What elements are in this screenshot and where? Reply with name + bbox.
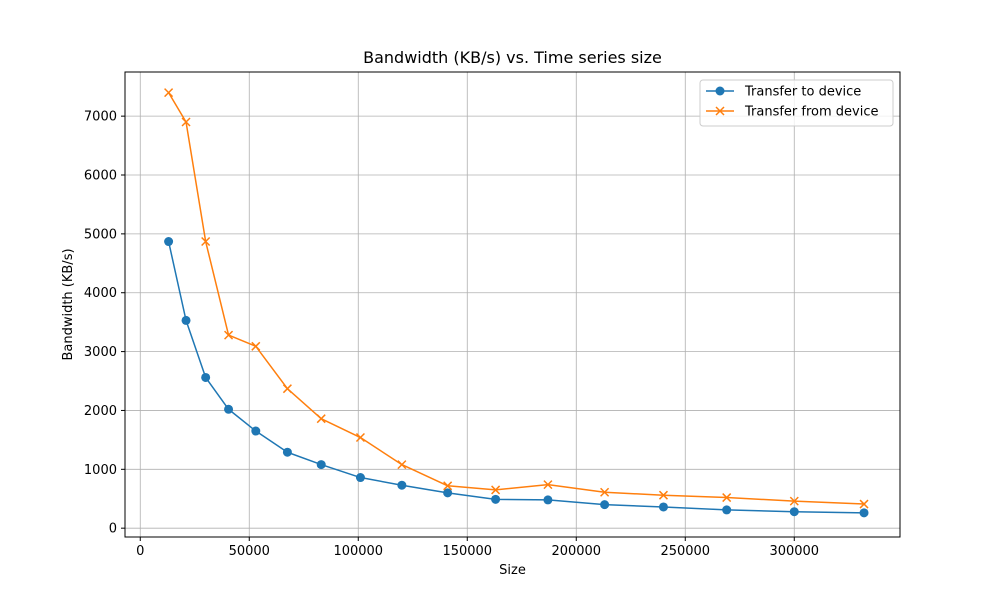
grid (125, 72, 900, 537)
marker-stroke (443, 481, 453, 491)
legend: Transfer to device Transfer from device (699, 79, 894, 127)
data-point (316, 460, 326, 470)
marker-stroke (164, 88, 174, 98)
data-point (201, 236, 211, 247)
data-point (722, 493, 732, 503)
ticks: 0 50000 100000 150000 200000 250000 300000 0 100… (84, 110, 819, 559)
legend-items: Transfer to device Transfer from device (706, 85, 879, 120)
data-point (282, 447, 292, 457)
series-layer (164, 88, 869, 518)
data-point (443, 481, 453, 491)
marker-stroke (491, 485, 501, 495)
marker-stroke (722, 493, 732, 503)
data-point (658, 502, 668, 512)
data-point (491, 494, 501, 504)
data-point (316, 414, 326, 424)
y-tick-label: 1000 (84, 463, 117, 478)
data-point (224, 404, 234, 414)
marker-stroke (201, 236, 211, 247)
data-point (543, 495, 553, 505)
series-line (167, 241, 865, 514)
y-tick-label: 2000 (84, 404, 117, 419)
marker-stroke (715, 106, 725, 116)
legend-box (699, 79, 894, 127)
legend-marker (715, 106, 725, 116)
x-tick-label: 200000 (551, 544, 601, 559)
marker-stroke (859, 499, 869, 509)
plot-frame (124, 71, 901, 538)
data-point (658, 490, 668, 500)
data-point (201, 372, 211, 382)
legend-marker (715, 86, 725, 96)
data-point (397, 460, 407, 470)
data-point (355, 432, 365, 443)
marker-stroke (658, 490, 668, 500)
marker-stroke (355, 432, 365, 443)
y-tick-label: 7000 (84, 110, 117, 125)
data-point (789, 496, 799, 506)
marker-stroke (789, 496, 799, 506)
x-tick-label: 100000 (333, 544, 383, 559)
data-point (282, 384, 292, 394)
data-point (397, 480, 407, 490)
legend-label: Transfer to device (744, 85, 861, 100)
data-point (224, 330, 234, 340)
marker-stroke (282, 384, 292, 394)
series-to-device (164, 237, 869, 518)
y-tick-label: 3000 (84, 345, 117, 360)
y-tick-label: 4000 (84, 286, 117, 301)
marker-stroke (600, 487, 610, 497)
marker-stroke (397, 460, 407, 470)
marker-stroke (543, 480, 553, 490)
data-point (251, 426, 261, 436)
y-tick-label: 5000 (84, 227, 117, 242)
x-tick-label: 250000 (660, 544, 710, 559)
data-point (859, 508, 869, 518)
data-point (251, 341, 261, 351)
chart-title: Bandwidth (KB/s) vs. Time series size (363, 48, 662, 67)
x-tick-label: 300000 (769, 544, 819, 559)
series-from-device (164, 88, 869, 509)
marker-stroke (224, 330, 234, 340)
data-point (789, 507, 799, 517)
marker-stroke (181, 117, 191, 127)
y-axis-label: Bandwidth (KB/s) (61, 248, 76, 360)
marker-stroke (316, 414, 326, 424)
x-tick-label: 150000 (442, 544, 492, 559)
data-point (491, 485, 501, 495)
legend-item: Transfer from device (706, 105, 879, 120)
x-tick-label: 50000 (229, 544, 270, 559)
data-point (181, 117, 191, 127)
data-point (443, 488, 453, 498)
data-point (543, 480, 553, 490)
x-tick-label: 0 (136, 544, 144, 559)
y-tick-label: 0 (109, 522, 117, 537)
legend-item: Transfer to device (706, 85, 861, 100)
x-axis-label: Size (499, 563, 526, 578)
data-point (722, 505, 732, 515)
y-tick-label: 6000 (84, 169, 117, 184)
data-point (355, 473, 365, 483)
data-point (181, 315, 191, 325)
data-point (164, 237, 174, 247)
data-point (164, 88, 174, 98)
data-point (859, 499, 869, 509)
marker-stroke (251, 341, 261, 351)
data-point (600, 487, 610, 497)
data-point (600, 500, 610, 510)
legend-label: Transfer from device (744, 105, 879, 120)
